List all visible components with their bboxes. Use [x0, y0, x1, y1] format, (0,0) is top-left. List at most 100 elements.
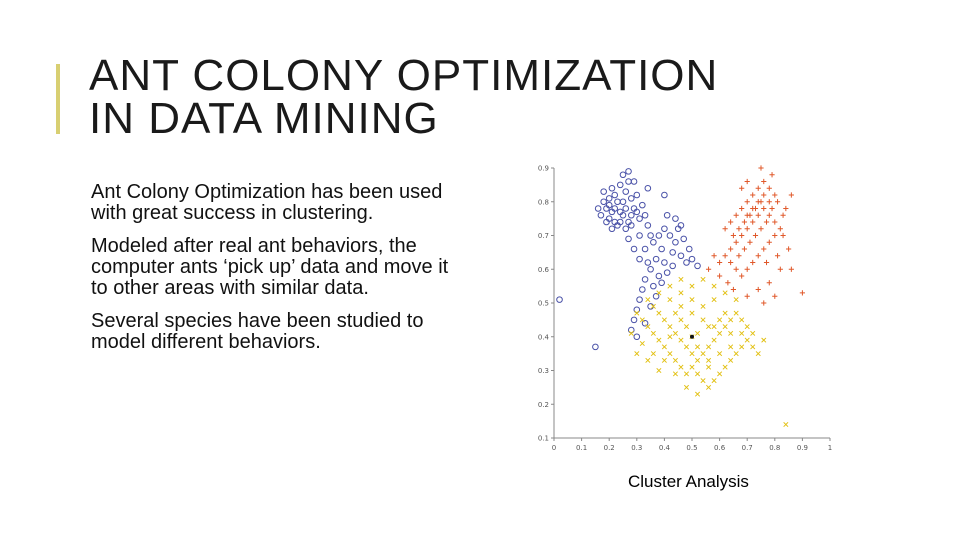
slide-title: ANT COLONY OPTIMIZATION IN DATA MINING: [89, 54, 718, 141]
cross-point: [667, 334, 673, 340]
plus-point: [750, 259, 756, 266]
cross-point: [733, 351, 739, 357]
x-tick-label: 0.9: [797, 444, 808, 452]
cross-point: [694, 391, 701, 397]
cross-point: [722, 364, 728, 370]
y-tick-label: 0.2: [538, 401, 549, 409]
plus-point: [717, 259, 723, 266]
cross-point: [639, 340, 645, 347]
plus-point: [774, 253, 781, 259]
plus-point: [755, 212, 761, 218]
circle-point: [661, 225, 668, 233]
circle-point: [633, 208, 641, 216]
circle-point: [636, 215, 643, 222]
circle-point: [661, 259, 668, 266]
circle-point: [633, 333, 641, 341]
circle-point: [650, 282, 657, 290]
cross-point: [711, 283, 717, 289]
circle-point: [644, 259, 652, 266]
circle-point: [639, 201, 646, 209]
plus-point: [761, 205, 767, 212]
circle-point: [647, 303, 654, 310]
plus-point: [780, 212, 786, 218]
plus-point: [722, 253, 728, 259]
circle-point: [608, 225, 616, 233]
plus-point: [766, 280, 772, 286]
circle-point: [669, 249, 676, 256]
plus-point: [769, 205, 775, 212]
cross-point: [678, 290, 684, 296]
circle-point: [619, 211, 627, 219]
plus-point: [736, 226, 742, 232]
circle-point: [688, 255, 696, 263]
x-tick-label: 0.1: [576, 444, 587, 452]
cross-point: [744, 337, 750, 343]
cross-point: [750, 330, 756, 336]
circle-point: [636, 255, 643, 263]
plus-point: [722, 226, 728, 232]
circle-point: [625, 168, 632, 175]
circle-point: [616, 181, 624, 189]
bullet-species: Several species have been studied to mod…: [91, 310, 424, 353]
cross-point: [689, 351, 695, 357]
circle-point: [677, 222, 685, 229]
cross-point: [744, 324, 750, 330]
circle-point: [600, 188, 607, 195]
circle-point: [622, 225, 630, 233]
circle-point: [672, 215, 679, 222]
circle-point: [627, 222, 635, 229]
cross-point: [739, 330, 745, 336]
cross-point: [739, 344, 745, 350]
circle-point: [636, 296, 643, 303]
circle-point: [627, 211, 635, 219]
plus-point: [766, 239, 772, 245]
circle-point: [625, 235, 632, 243]
cross-point: [639, 317, 645, 323]
y-tick-label: 0.3: [538, 367, 549, 375]
cross-point: [672, 310, 678, 316]
plus-point: [783, 205, 789, 212]
plus-point: [736, 253, 742, 259]
cross-point: [711, 337, 717, 343]
cross-point: [700, 303, 706, 309]
plus-point: [772, 219, 778, 225]
cross-point: [678, 364, 684, 370]
circle-point: [683, 259, 690, 266]
cross-point: [706, 324, 712, 330]
cross-point: [683, 384, 690, 390]
circle-point: [611, 205, 619, 212]
plus-point: [733, 239, 739, 245]
cross-point: [689, 297, 695, 303]
cross-point: [750, 344, 756, 350]
circle-point: [685, 245, 693, 253]
cross-point: [683, 344, 690, 350]
plus-point: [728, 259, 734, 266]
title-accent-bar: [56, 64, 60, 134]
plus-point: [761, 246, 767, 252]
circle-point: [658, 279, 665, 287]
circle-point: [614, 198, 621, 206]
circle-point: [605, 195, 613, 202]
plus-point: [763, 259, 770, 266]
circle-point: [647, 265, 654, 273]
cross-point: [722, 290, 728, 296]
circle-point: [619, 171, 627, 179]
plus-point: [774, 199, 781, 205]
cross-point: [761, 337, 767, 343]
cross-point: [645, 324, 651, 330]
x-tick-label: 0.7: [742, 444, 753, 452]
cross-point: [689, 310, 695, 316]
plus-point: [786, 246, 792, 252]
plus-point: [761, 192, 767, 198]
circle-point: [611, 218, 619, 226]
cluster-scatter-chart: 0 0.1 0.2 0.3 0.4 0.5 0.6 0.7 0.8 0.9 10.10.20.30.…: [538, 165, 832, 453]
y-tick-label: 0.5: [538, 300, 549, 308]
plus-point: [744, 266, 750, 272]
cross-point: [683, 324, 690, 330]
plus-point: [739, 185, 745, 191]
cross-point: [634, 351, 640, 357]
cross-point: [678, 337, 684, 343]
cross-point: [634, 310, 640, 316]
cross-point: [656, 310, 662, 316]
plus-point: [755, 185, 761, 191]
